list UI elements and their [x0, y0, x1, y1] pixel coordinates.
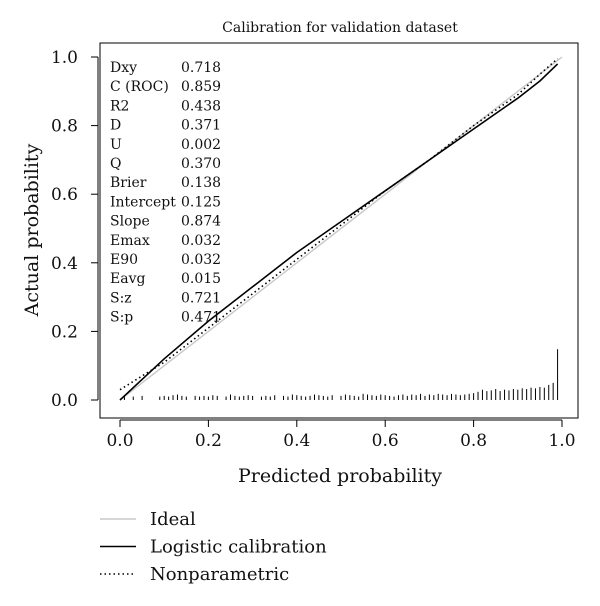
legend: Ideal Logistic calibration Nonparametric — [100, 509, 327, 585]
distribution-spikes — [123, 349, 559, 400]
stat-label: Emax — [110, 233, 150, 249]
stat-label: Eavg — [110, 271, 145, 287]
y-tick-label: 0.2 — [51, 322, 78, 342]
y-tick-label: 0.6 — [51, 185, 78, 205]
stat-value: 0.874 — [181, 214, 221, 230]
y-tick-label: 0.0 — [51, 391, 78, 411]
legend-label: Ideal — [150, 509, 196, 530]
x-axis-label: Predicted probability — [238, 465, 442, 487]
stat-label: S:p — [110, 310, 133, 326]
stat-value: 0.370 — [181, 156, 221, 172]
x-tick-label: 0.6 — [372, 431, 399, 451]
series-line-logistic-calibration — [119, 63, 559, 401]
chart-title: Calibration for validation dataset — [222, 20, 458, 36]
y-axis-label: Actual probability — [21, 143, 43, 317]
x-tick-label: 0.8 — [460, 431, 487, 451]
stat-label: U — [110, 137, 122, 153]
x-axis: 0.0 0.2 0.4 0.6 0.8 1.0 — [106, 419, 576, 451]
plot-area: Dxy 0.718 C (ROC) 0.859 R2 0.438 D 0.371 U 0.002 Q… — [99, 42, 579, 419]
stat-value: 0.138 — [181, 175, 221, 191]
legend-label: Nonparametric — [150, 564, 289, 585]
x-tick-label: 0.2 — [195, 431, 222, 451]
stat-value: 0.032 — [181, 233, 221, 249]
stat-label: Slope — [110, 214, 150, 230]
stat-value: 0.718 — [181, 60, 221, 76]
stat-label: Q — [110, 156, 121, 172]
stat-label: C (ROC) — [110, 79, 169, 95]
stat-value: 0.032 — [181, 252, 221, 268]
y-axis: 0.0 0.2 0.4 0.6 0.8 1.0 — [51, 48, 99, 411]
stat-value: 0.438 — [181, 98, 221, 114]
stat-value: 0.471 — [181, 310, 221, 326]
stat-value: 0.721 — [181, 290, 221, 306]
stats-table: Dxy 0.718 C (ROC) 0.859 R2 0.438 D 0.371 U 0.002 Q… — [110, 60, 221, 326]
stat-value: 0.015 — [181, 271, 221, 287]
stat-label: E90 — [110, 252, 138, 268]
stat-label: Dxy — [110, 60, 137, 76]
y-tick-label: 1.0 — [51, 48, 78, 68]
ideal-line-layer — [119, 56, 563, 401]
x-tick-label: 0.4 — [283, 431, 310, 451]
series-line-ideal — [119, 56, 563, 401]
x-tick-label: 0.0 — [106, 431, 133, 451]
stat-label: Intercept — [110, 194, 176, 210]
x-tick-label: 1.0 — [548, 431, 575, 451]
stat-value: 0.002 — [181, 137, 221, 153]
legend-label: Logistic calibration — [150, 537, 327, 558]
stat-value: 0.859 — [181, 79, 221, 95]
stat-label: Brier — [110, 175, 147, 191]
stat-label: R2 — [110, 98, 129, 114]
y-tick-label: 0.8 — [51, 117, 78, 137]
stat-label: S:z — [110, 290, 132, 306]
curve-layer — [119, 58, 559, 401]
y-tick-label: 0.4 — [51, 254, 78, 274]
stat-label: D — [110, 118, 121, 134]
stat-value: 0.125 — [181, 194, 221, 210]
stat-value: 0.371 — [181, 118, 221, 134]
plot-frame — [99, 42, 579, 419]
series-line-nonparametric — [119, 58, 559, 391]
